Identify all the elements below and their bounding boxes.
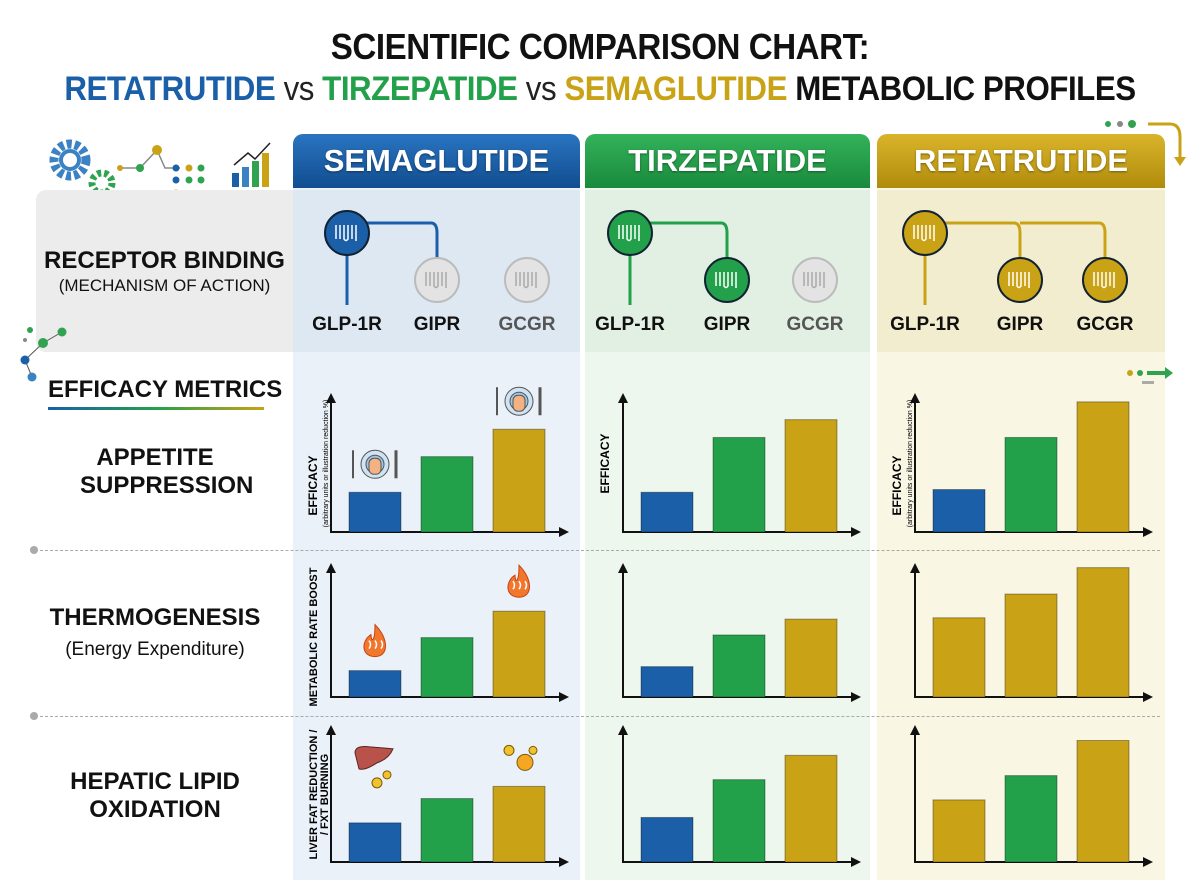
receptor-label: GIPR	[413, 314, 461, 335]
receptor-label: GIPR	[703, 314, 751, 335]
separator-dot	[30, 712, 38, 720]
receptor-label: GCGR	[498, 314, 556, 335]
gears-network-icon	[49, 139, 271, 197]
receptor-label: GLP-1R	[312, 314, 382, 335]
receptor-binding-subtitle: (MECHANISM OF ACTION)	[58, 276, 271, 295]
efficacy-metrics-heading: EFFICACY METRICS	[48, 376, 283, 403]
receptor-label: GLP-1R	[890, 314, 960, 335]
title-retatrutide: RETATRUTIDE	[64, 70, 276, 108]
tirzepatide-receptor-diagram	[607, 210, 838, 305]
title-line-1: SCIENTIFIC COMPARISON CHART:	[330, 26, 870, 67]
separator-dot	[30, 546, 38, 554]
receptor-label: GIPR	[996, 314, 1044, 335]
tirzepatide-header: TIRZEPATIDE	[585, 134, 870, 188]
appetite-suppression-label: APPETITE SUPPRESSION	[80, 444, 254, 499]
glp1r-receptor-icon	[607, 210, 653, 256]
title-semaglutide: SEMAGLUTIDE	[564, 70, 787, 108]
retatrutide-header: RETATRUTIDE	[877, 134, 1165, 188]
receptor-binding-title: RECEPTOR BINDING	[44, 247, 285, 274]
glp1r-receptor-icon	[902, 210, 948, 256]
title-suffix: METABOLIC PROFILES	[795, 70, 1136, 108]
retatrutide-receptor-diagram	[902, 210, 1128, 305]
network-decoration-icon	[20, 327, 67, 382]
semaglutide-header: SEMAGLUTIDE	[293, 134, 580, 188]
row-separator	[30, 550, 1160, 551]
receptor-label: GCGR	[1076, 314, 1134, 335]
hepatic-lipid-oxidation-label: HEPATIC LIPID OXIDATION	[70, 768, 240, 823]
title-line-2: RETATRUTIDE vs TIRZEPATIDE vs SEMAGLUTID…	[48, 70, 1152, 109]
row-separator	[30, 716, 1160, 717]
gipr-receptor-icon	[704, 257, 750, 303]
receptor-label: GLP-1R	[595, 314, 665, 335]
gipr-receptor-icon	[997, 257, 1043, 303]
title-vs: vs	[283, 70, 315, 108]
efficacy-metrics-underline	[48, 407, 264, 410]
gcgr-receptor-icon	[504, 257, 550, 303]
arrow-right-decoration-icon	[1127, 367, 1173, 384]
title-vs: vs	[525, 70, 557, 108]
receptor-label: GCGR	[786, 314, 844, 335]
gcgr-receptor-icon	[1082, 257, 1128, 303]
glp1r-receptor-icon	[324, 210, 370, 256]
title-tirzepatide: TIRZEPATIDE	[322, 70, 518, 108]
gipr-receptor-icon	[414, 257, 460, 303]
semaglutide-receptor-diagram	[324, 210, 550, 305]
arrow-decoration-icon	[1105, 120, 1186, 166]
gcgr-receptor-icon	[792, 257, 838, 303]
thermogenesis-subtitle: (Energy Expenditure)	[65, 639, 245, 660]
receptor-row-label-panel	[36, 190, 293, 352]
thermogenesis-label: THERMOGENESIS	[49, 604, 261, 631]
